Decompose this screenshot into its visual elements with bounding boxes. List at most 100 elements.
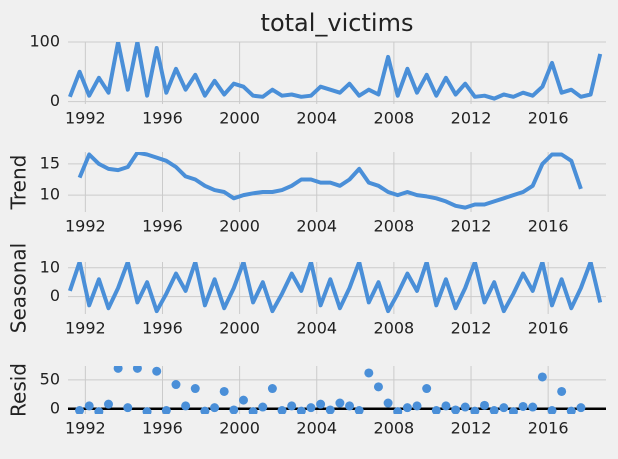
point	[103, 399, 113, 409]
point	[431, 406, 441, 414]
point	[142, 407, 152, 414]
x-tick-label: 2016	[528, 217, 569, 236]
point	[499, 403, 509, 413]
point	[248, 407, 258, 414]
x-tick-label: 2016	[528, 109, 569, 128]
point	[267, 384, 277, 394]
point	[576, 403, 586, 413]
x-tick-label: 1996	[142, 109, 183, 128]
point	[200, 406, 210, 414]
point	[508, 407, 518, 414]
point	[171, 380, 181, 390]
point	[537, 372, 547, 382]
point	[335, 398, 345, 408]
x-tick-label: 2016	[528, 419, 569, 438]
y-axis-label: Resid	[7, 363, 31, 417]
point	[75, 406, 85, 414]
point	[296, 406, 306, 414]
x-tick-label: 2012	[451, 109, 492, 128]
y-tick-label: 10	[40, 257, 60, 276]
point	[383, 398, 393, 408]
point	[181, 401, 191, 411]
y-axis-label: Trend	[7, 155, 31, 211]
x-tick-label: 2004	[296, 109, 337, 128]
point	[325, 405, 335, 414]
point	[123, 403, 133, 413]
x-tick-label: 2000	[219, 419, 260, 438]
point	[345, 401, 355, 411]
y-axis-label: Seasonal	[7, 243, 31, 333]
point	[566, 406, 576, 414]
x-tick-label: 2016	[528, 319, 569, 338]
x-tick-label: 2008	[374, 319, 415, 338]
point	[422, 384, 432, 394]
point	[84, 401, 94, 411]
point	[393, 407, 403, 414]
chart-title: total_victims	[261, 9, 414, 37]
point	[460, 402, 470, 412]
point	[210, 403, 220, 413]
point	[258, 402, 268, 412]
point	[451, 405, 461, 414]
point	[316, 399, 326, 409]
point	[518, 401, 528, 411]
x-tick-label: 2004	[296, 419, 337, 438]
y-tick-label: 15	[40, 153, 60, 172]
point	[152, 366, 162, 376]
point	[470, 406, 480, 414]
point	[528, 402, 538, 412]
x-tick-label: 2000	[219, 319, 260, 338]
point	[489, 406, 499, 414]
point	[354, 406, 364, 414]
point	[373, 382, 383, 392]
x-tick-label: 2008	[374, 109, 415, 128]
point	[219, 386, 229, 396]
y-tick-label: 0	[50, 91, 60, 110]
series-line	[68, 42, 603, 101]
x-tick-label: 2000	[219, 109, 260, 128]
point	[364, 368, 374, 378]
x-tick-label: 1996	[142, 419, 183, 438]
point	[190, 384, 200, 394]
x-tick-label: 2012	[451, 217, 492, 236]
x-tick-label: 2004	[296, 217, 337, 236]
point	[306, 403, 316, 413]
point	[94, 407, 104, 414]
series-line	[77, 152, 583, 210]
point	[480, 400, 490, 410]
x-tick-label: 2012	[451, 319, 492, 338]
plot	[68, 262, 603, 314]
point	[113, 366, 123, 373]
x-tick-label: 2008	[374, 217, 415, 236]
x-tick-label: 2012	[451, 419, 492, 438]
x-tick-label: 1996	[142, 319, 183, 338]
x-tick-label: 2000	[219, 217, 260, 236]
x-tick-label: 1996	[142, 217, 183, 236]
point	[557, 386, 567, 396]
plot	[77, 152, 583, 210]
x-tick-label: 1992	[65, 109, 106, 128]
series-line	[68, 262, 603, 314]
point	[238, 395, 248, 405]
x-tick-label: 2004	[296, 319, 337, 338]
y-tick-label: 50	[40, 369, 60, 388]
x-tick-label: 1992	[65, 319, 106, 338]
x-tick-label: 2008	[374, 419, 415, 438]
point	[547, 406, 557, 414]
x-tick-label: 1992	[65, 419, 106, 438]
y-tick-label: 0	[50, 398, 60, 417]
plot	[68, 42, 603, 101]
y-tick-label: 100	[29, 32, 60, 51]
y-tick-label: 0	[50, 286, 60, 305]
point	[161, 406, 171, 414]
point	[402, 403, 412, 413]
point	[287, 401, 297, 411]
point	[441, 401, 451, 411]
point	[277, 406, 287, 414]
plot	[68, 366, 606, 414]
point	[132, 366, 142, 373]
y-tick-label: 10	[40, 185, 60, 204]
point	[229, 405, 239, 414]
x-tick-label: 1992	[65, 217, 106, 236]
